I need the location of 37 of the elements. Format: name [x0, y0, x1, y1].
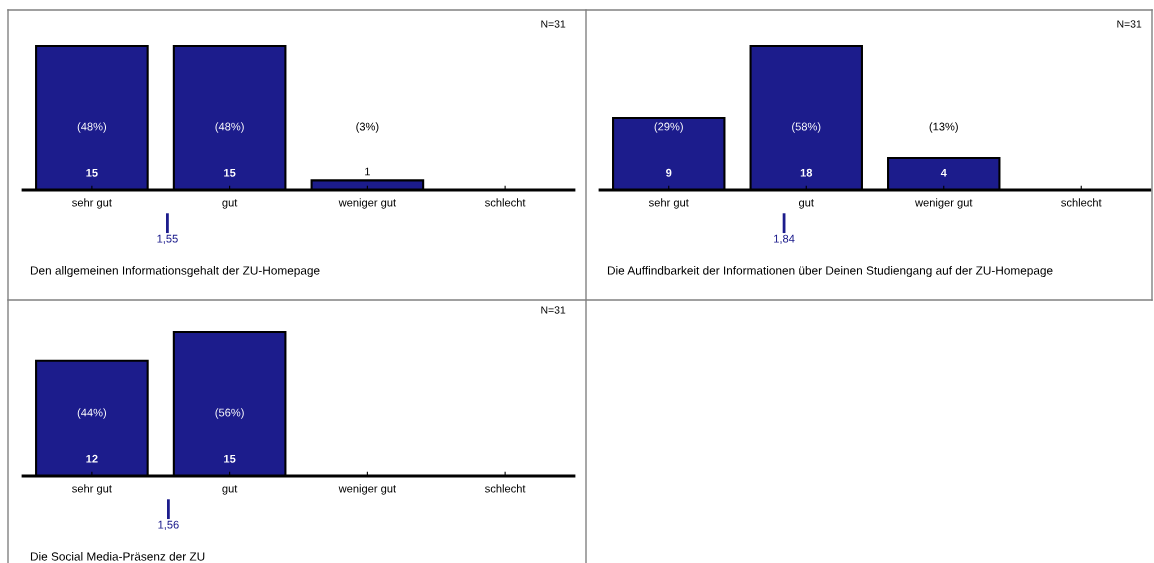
annotation: (48%) — [77, 122, 107, 133]
annotation: (44%) — [77, 408, 107, 419]
data-label: 15 — [86, 168, 98, 177]
text: N=31 — [541, 306, 566, 314]
data-label: 12 — [86, 454, 98, 463]
text: 1,56 — [158, 520, 179, 530]
x-tick-label: gut — [222, 485, 238, 495]
x-tick-label: weniger gut — [915, 198, 973, 209]
data-label: 9 — [666, 168, 672, 177]
text: 1,84 — [774, 234, 795, 244]
x-tick-label: schlecht — [1061, 198, 1102, 207]
annotation: (56%) — [215, 408, 244, 419]
x-axis-title: Die Auffindbarkeit der Informationen über Deinen Studiengang auf der ZU-Homepage — [607, 266, 1053, 278]
x-tick-label: weniger gut — [338, 484, 397, 495]
x-tick-label: weniger gut — [338, 198, 397, 209]
x-tick-label: gut — [798, 199, 814, 209]
data-label: 4 — [940, 168, 947, 177]
annotation: (58%) — [792, 122, 821, 133]
text: 1,55 — [157, 234, 178, 244]
text: N=31 — [541, 20, 566, 28]
x-tick-label: schlecht — [485, 198, 526, 207]
data-label: 15 — [224, 454, 236, 463]
x-tick-label: sehr gut — [72, 484, 112, 495]
x-tick-label: sehr gut — [72, 198, 112, 209]
data-label: 18 — [800, 168, 813, 177]
data-label: 15 — [224, 168, 236, 177]
annotation: (3%) — [356, 122, 379, 133]
text: N=31 — [1117, 20, 1142, 28]
data-label: 1 — [365, 167, 370, 176]
annotation: (13%) — [929, 122, 958, 133]
x-tick-label: schlecht — [485, 484, 526, 493]
annotation: (48%) — [215, 122, 244, 133]
x-axis-title: Den allgemeinen Informationsgehalt der ZU-Homepage — [30, 266, 320, 278]
x-tick-label: sehr gut — [648, 198, 689, 209]
x-tick-label: gut — [222, 199, 238, 209]
x-axis-title: Die Social Media-Präsenz der ZU — [30, 552, 205, 561]
annotation: (29%) — [654, 122, 683, 133]
